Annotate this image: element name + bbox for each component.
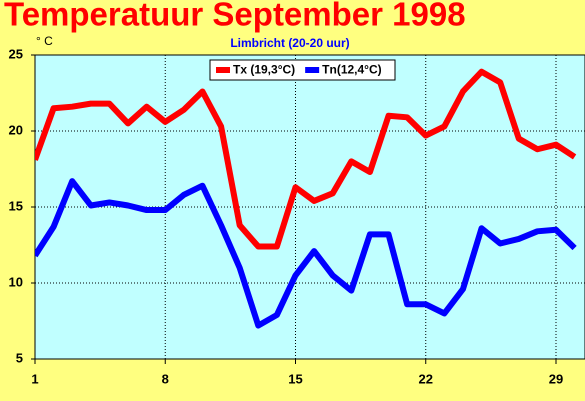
y-tick-label: 5 [16,350,23,365]
y-tick-label: 15 [9,198,23,213]
x-tick-label: 1 [31,371,38,386]
legend-label: Tn(12,4°C) [322,63,381,77]
x-tick-label: 29 [549,371,563,386]
data-line [35,178,577,329]
legend-box [209,59,396,81]
legend-label: Tx (19,3°C) [233,63,295,77]
legend: Tx (19,3°C) Tn(12,4°C) [209,59,396,81]
legend-swatch [216,67,230,73]
y-axis-label: ° C [36,34,53,48]
plot-area [34,54,585,360]
y-tick-label: 25 [9,46,23,61]
y-tick-label: 20 [9,122,23,137]
chart-subtitle: Limbricht (20-20 uur) [230,36,349,50]
x-tick-label: 15 [288,371,302,386]
x-tick-label: 8 [162,371,169,386]
x-tick-label: 22 [419,371,433,386]
data-line [35,68,577,250]
y-tick-label: 10 [9,274,23,289]
legend-swatch [305,67,320,73]
chart-title: Temperatuur September 1998 [4,0,466,33]
